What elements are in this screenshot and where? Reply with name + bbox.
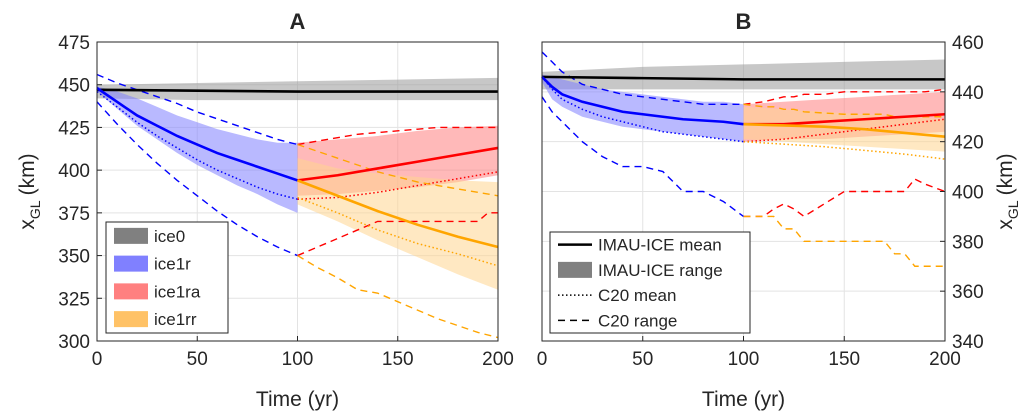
legend-label: IMAU-ICE range (598, 261, 723, 280)
c20-mean-ice1ra (297, 171, 499, 200)
x-axis-label: Time (yr) (702, 388, 785, 411)
y-tick-label: 400 (58, 161, 90, 182)
y-axis-label-subscript: GL (27, 200, 43, 219)
x-tick-label: 50 (632, 349, 653, 370)
legend-label: ice1rr (154, 310, 197, 329)
c20-mean-ice1rr (297, 196, 499, 267)
c20-upper-ice1ra (743, 88, 946, 105)
y-tick-label: 400 (952, 183, 984, 204)
c20-lower-ice1r (96, 101, 298, 257)
x-tick-label: 0 (92, 349, 103, 370)
c20-mean-ice1ra (743, 118, 946, 143)
y-tick-label: 475 (58, 33, 90, 54)
c20-lower-ice1rr (297, 254, 499, 339)
y-tick-label: 325 (58, 289, 90, 310)
y-axis-label-main: x (16, 219, 39, 230)
x-tick-label: 150 (828, 349, 860, 370)
y-tick-label: 375 (58, 204, 90, 225)
legend-label: ice1r (154, 255, 191, 274)
legend-label: C20 mean (598, 286, 676, 305)
mean-line-ice0 (96, 88, 498, 93)
x-tick-label: 200 (929, 349, 961, 370)
c20-lower-ice1ra (743, 178, 946, 218)
x-tick-label: 100 (282, 349, 314, 370)
x-tick-label: 50 (187, 349, 208, 370)
y-axis-label-unit: (km) (994, 153, 1017, 195)
legend-swatch-range (558, 261, 592, 278)
c20-lower-ice1r (541, 96, 744, 217)
range-band-ice0 (542, 59, 945, 90)
c20-mean-ice1r (96, 90, 298, 200)
legend-label: ice1ra (154, 282, 201, 301)
x-tick-label: 0 (537, 349, 548, 370)
range-band-ice1r (542, 74, 744, 142)
legend: IMAU-ICE mean IMAU-ICE range C20 mean C20 r… (549, 231, 751, 334)
y-axis-label-main: x (994, 219, 1017, 230)
y-tick-label: 360 (952, 282, 984, 303)
legend-box (549, 231, 751, 334)
y-tick-label: 350 (58, 247, 90, 268)
y-axis-label: xGL (km) (994, 153, 1021, 229)
mean-line-ice1rr (297, 179, 499, 249)
range-band-ice0 (97, 77, 498, 101)
x-tick-label: 100 (728, 349, 760, 370)
y-tick-label: 460 (952, 33, 984, 54)
c20-mean-ice1r (541, 76, 744, 143)
mean-line-ice1ra (297, 146, 499, 182)
y-tick-label: 425 (58, 118, 90, 139)
legend: ice0 ice1r ice1ra ice1rr (105, 221, 229, 334)
c20-upper-ice1rr (297, 143, 499, 197)
legend-swatch-ice1ra (114, 283, 148, 300)
legend-swatch-ice1rr (114, 311, 148, 328)
y-axis-label-unit: (km) (16, 153, 39, 195)
legend-swatch-ice1r (114, 255, 148, 272)
y-tick-label: 300 (58, 332, 90, 353)
panel-title: A (290, 9, 306, 34)
x-tick-label: 200 (482, 349, 514, 370)
range-band-ice1r (97, 86, 298, 213)
y-tick-label: 440 (952, 83, 984, 104)
legend-label: ice0 (154, 227, 185, 246)
y-tick-label: 380 (952, 232, 984, 253)
mean-line-ice0 (541, 75, 945, 81)
panel-a: 0 50 100 150 200 300 325 350 375 400 425 450 475 A Tim… (16, 9, 514, 411)
c20-lower-ice1rr (743, 215, 945, 267)
c20-upper-ice1ra (297, 126, 498, 146)
mean-line-ice1rr (743, 122, 946, 138)
legend-label: IMAU-ICE mean (598, 236, 722, 255)
legend-label: C20 range (598, 311, 677, 330)
y-tick-label: 450 (58, 76, 90, 97)
mean-line-ice1r (541, 75, 744, 126)
c20-upper-ice1r (541, 51, 744, 105)
y-tick-label: 340 (952, 332, 984, 353)
mean-line-ice1r (96, 87, 298, 182)
c20-mean-ice1rr (743, 140, 946, 160)
y-tick-label: 420 (952, 133, 984, 154)
y-axis-label: xGL (km) (16, 153, 43, 229)
c20-lower-ice1ra (297, 212, 498, 257)
legend-swatch-ice0 (114, 227, 148, 244)
y-axis-label-subscript: GL (1005, 200, 1021, 219)
panel-title: B (736, 9, 752, 34)
x-tick-label: 150 (382, 349, 414, 370)
x-axis-label: Time (yr) (256, 388, 339, 411)
range-band-ice1rr (297, 158, 498, 290)
